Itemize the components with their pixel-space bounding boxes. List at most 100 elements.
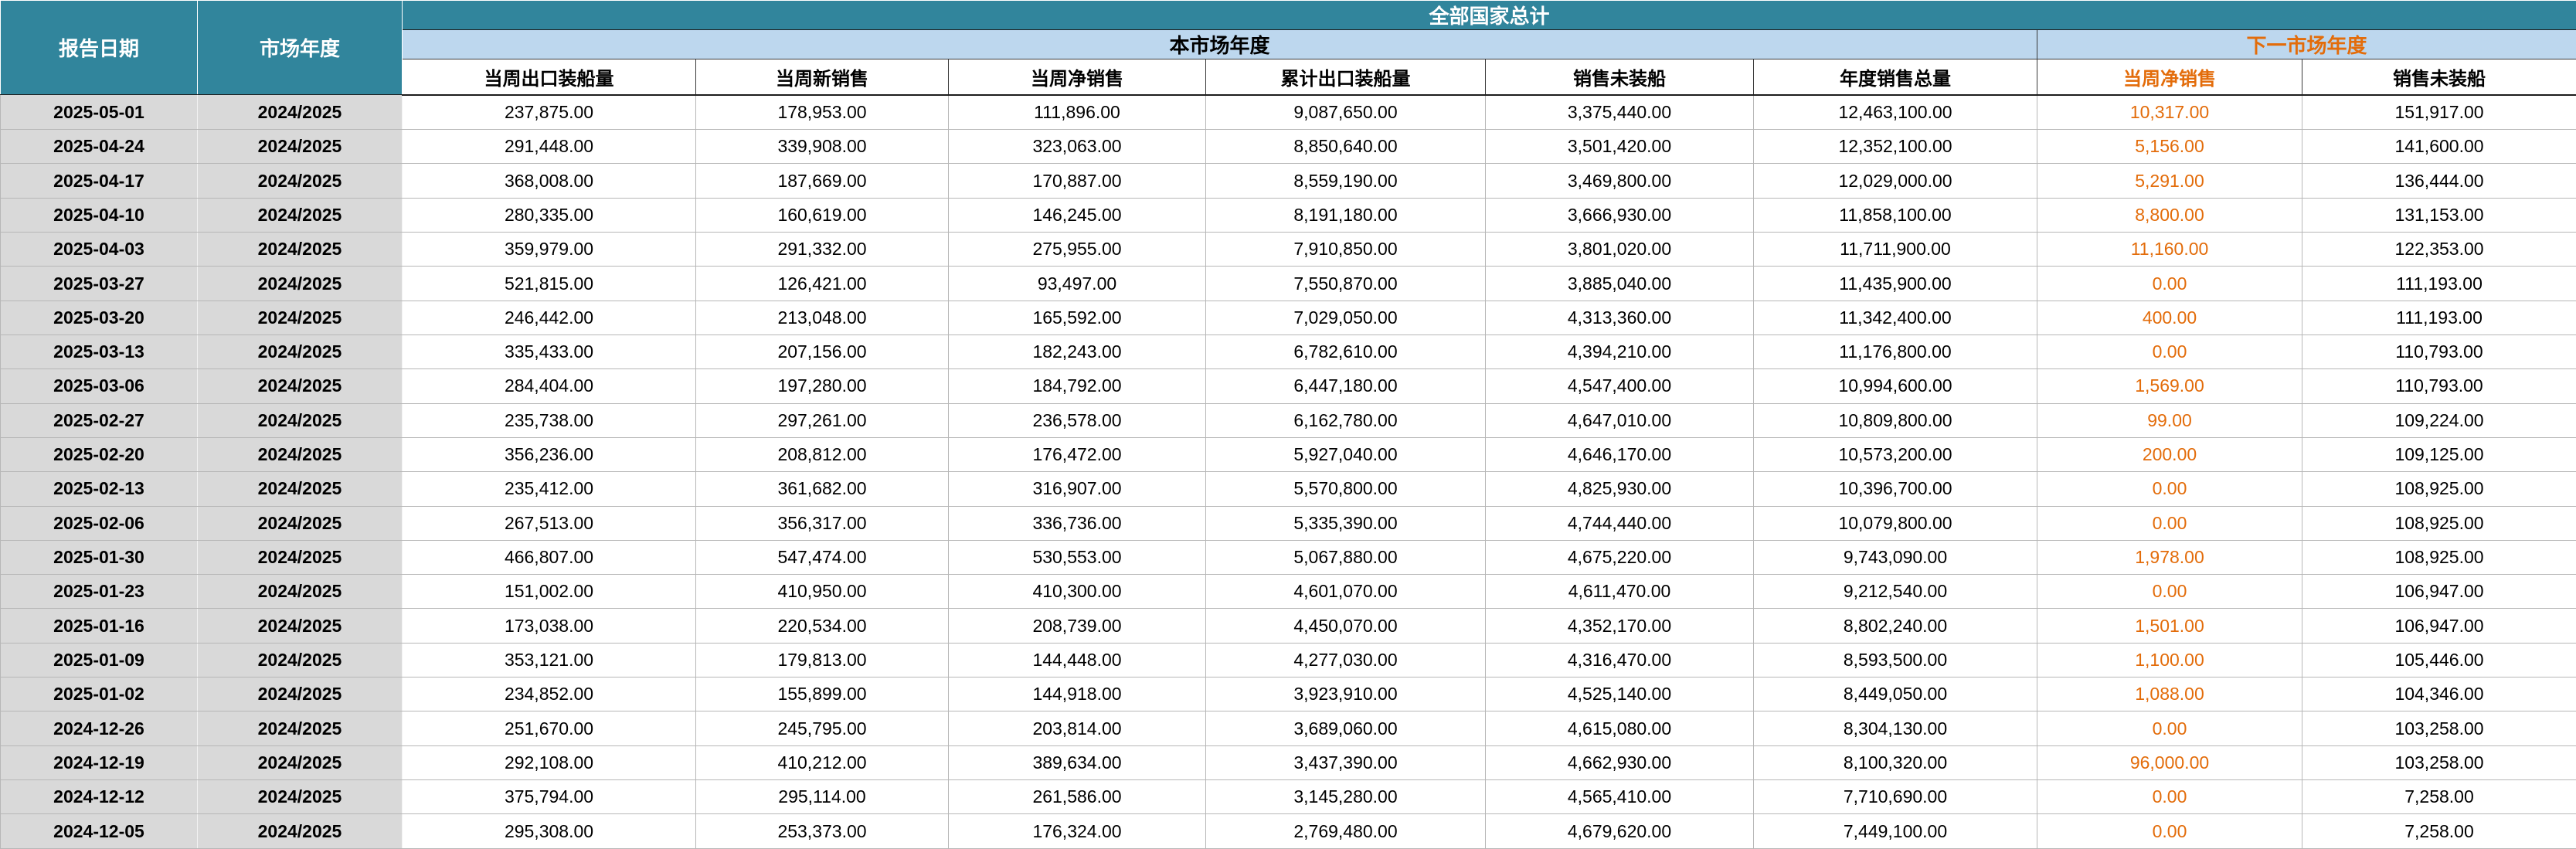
cell-next-weekly-net-sales: 1,569.00 xyxy=(2037,368,2302,404)
cell-weekly-net-sales: 182,243.00 xyxy=(948,334,1206,370)
cell-weekly-new-sales: 339,908.00 xyxy=(695,129,949,165)
cell-sales-unshipped: 4,547,400.00 xyxy=(1485,368,1754,404)
cell-report-date: 2025-04-03 xyxy=(0,232,198,267)
table-row: 2024-12-26 2024/2025 251,670.00 245,795.… xyxy=(0,711,2576,746)
cell-weekly-new-sales: 155,899.00 xyxy=(695,677,949,712)
cell-weekly-net-sales: 316,907.00 xyxy=(948,471,1206,507)
cell-annual-total-sales: 11,176,800.00 xyxy=(1753,334,2037,370)
header-current-market-year: 本市场年度 xyxy=(402,29,2037,59)
header-col-next-sales-unshipped: 销售未装船 xyxy=(2301,59,2576,96)
cell-sales-unshipped: 3,885,040.00 xyxy=(1485,266,1754,301)
table-row: 2025-04-24 2024/2025 291,448.00 339,908.… xyxy=(0,129,2576,165)
cell-next-sales-unshipped: 108,925.00 xyxy=(2301,505,2576,541)
cell-report-date: 2025-03-20 xyxy=(0,300,198,335)
cell-report-date: 2025-02-13 xyxy=(0,471,198,507)
cell-report-date: 2025-01-16 xyxy=(0,608,198,644)
cell-cumulative-export-shipments: 7,910,850.00 xyxy=(1205,232,1486,267)
cell-report-date: 2024-12-12 xyxy=(0,779,198,815)
table-row: 2024-12-19 2024/2025 292,108.00 410,212.… xyxy=(0,745,2576,781)
cell-annual-total-sales: 12,352,100.00 xyxy=(1753,129,2037,165)
cell-market-year: 2024/2025 xyxy=(197,334,403,370)
header-group-total: 全部国家总计 xyxy=(401,0,2576,30)
cell-weekly-net-sales: 261,586.00 xyxy=(948,779,1206,815)
cell-next-weekly-net-sales: 0.00 xyxy=(2037,334,2302,370)
cell-report-date: 2025-01-30 xyxy=(0,539,198,576)
cell-weekly-new-sales: 208,812.00 xyxy=(695,436,949,473)
cell-weekly-export-shipments: 251,670.00 xyxy=(402,711,696,746)
table-row: 2025-01-30 2024/2025 466,807.00 547,474.… xyxy=(0,539,2576,576)
cell-next-sales-unshipped: 7,258.00 xyxy=(2301,779,2576,815)
cell-annual-total-sales: 10,079,800.00 xyxy=(1753,505,2037,541)
cell-annual-total-sales: 8,802,240.00 xyxy=(1753,608,2037,644)
cell-annual-total-sales: 8,593,500.00 xyxy=(1753,642,2037,678)
header-col-weekly-net-sales: 当周净销售 xyxy=(948,59,1206,96)
cell-report-date: 2025-03-13 xyxy=(0,334,198,370)
cell-sales-unshipped: 4,611,470.00 xyxy=(1485,574,1754,610)
cell-next-weekly-net-sales: 1,100.00 xyxy=(2037,642,2302,678)
cell-next-weekly-net-sales: 5,156.00 xyxy=(2037,129,2302,165)
cell-sales-unshipped: 4,394,210.00 xyxy=(1485,334,1754,370)
cell-weekly-export-shipments: 359,979.00 xyxy=(402,232,696,267)
cell-cumulative-export-shipments: 7,029,050.00 xyxy=(1205,300,1486,335)
header-col-annual-total-sales: 年度销售总量 xyxy=(1753,59,2037,96)
cell-sales-unshipped: 4,675,220.00 xyxy=(1485,539,1754,576)
cell-next-weekly-net-sales: 1,978.00 xyxy=(2037,539,2302,576)
cell-weekly-net-sales: 144,918.00 xyxy=(948,677,1206,712)
header-next-market-year: 下一市场年度 xyxy=(2036,29,2576,59)
cell-report-date: 2025-04-17 xyxy=(0,163,198,199)
cell-market-year: 2024/2025 xyxy=(197,197,403,233)
cell-next-sales-unshipped: 111,193.00 xyxy=(2301,300,2576,335)
cell-weekly-export-shipments: 375,794.00 xyxy=(402,779,696,815)
header-col-sales-unshipped: 销售未装船 xyxy=(1485,59,1754,96)
cell-report-date: 2025-04-10 xyxy=(0,197,198,233)
cell-sales-unshipped: 4,825,930.00 xyxy=(1485,471,1754,507)
cell-sales-unshipped: 4,615,080.00 xyxy=(1485,711,1754,746)
cell-weekly-export-shipments: 466,807.00 xyxy=(402,539,696,576)
cell-weekly-new-sales: 361,682.00 xyxy=(695,471,949,507)
cell-report-date: 2025-01-23 xyxy=(0,574,198,610)
cell-annual-total-sales: 9,743,090.00 xyxy=(1753,539,2037,576)
cell-cumulative-export-shipments: 5,067,880.00 xyxy=(1205,539,1486,576)
cell-weekly-export-shipments: 235,412.00 xyxy=(402,471,696,507)
cell-cumulative-export-shipments: 4,450,070.00 xyxy=(1205,608,1486,644)
cell-annual-total-sales: 8,304,130.00 xyxy=(1753,711,2037,746)
cell-weekly-new-sales: 410,950.00 xyxy=(695,574,949,610)
table-row: 2025-03-06 2024/2025 284,404.00 197,280.… xyxy=(0,368,2576,404)
cell-weekly-export-shipments: 280,335.00 xyxy=(402,197,696,233)
cell-market-year: 2024/2025 xyxy=(197,505,403,541)
cell-report-date: 2025-02-20 xyxy=(0,436,198,473)
cell-weekly-net-sales: 170,887.00 xyxy=(948,163,1206,199)
cell-sales-unshipped: 4,316,470.00 xyxy=(1485,642,1754,678)
cell-report-date: 2024-12-19 xyxy=(0,745,198,781)
table-row: 2025-02-06 2024/2025 267,513.00 356,317.… xyxy=(0,505,2576,541)
table-row: 2025-04-03 2024/2025 359,979.00 291,332.… xyxy=(0,232,2576,267)
cell-annual-total-sales: 10,396,700.00 xyxy=(1753,471,2037,507)
cell-weekly-new-sales: 291,332.00 xyxy=(695,232,949,267)
cell-market-year: 2024/2025 xyxy=(197,813,403,849)
cell-cumulative-export-shipments: 5,570,800.00 xyxy=(1205,471,1486,507)
cell-cumulative-export-shipments: 3,923,910.00 xyxy=(1205,677,1486,712)
cell-weekly-new-sales: 207,156.00 xyxy=(695,334,949,370)
cell-next-weekly-net-sales: 1,501.00 xyxy=(2037,608,2302,644)
table-header: 报告日期 市场年度 全部国家总计 本市场年度 下一市场年度 当周出口装船量 当周… xyxy=(0,0,2576,96)
cell-weekly-net-sales: 203,814.00 xyxy=(948,711,1206,746)
cell-annual-total-sales: 9,212,540.00 xyxy=(1753,574,2037,610)
cell-weekly-new-sales: 547,474.00 xyxy=(695,539,949,576)
cell-weekly-net-sales: 208,739.00 xyxy=(948,608,1206,644)
cell-next-sales-unshipped: 136,444.00 xyxy=(2301,163,2576,199)
cell-weekly-new-sales: 160,619.00 xyxy=(695,197,949,233)
cell-next-weekly-net-sales: 400.00 xyxy=(2037,300,2302,335)
cell-weekly-export-shipments: 353,121.00 xyxy=(402,642,696,678)
cell-cumulative-export-shipments: 7,550,870.00 xyxy=(1205,266,1486,301)
cell-weekly-export-shipments: 151,002.00 xyxy=(402,574,696,610)
cell-weekly-export-shipments: 335,433.00 xyxy=(402,334,696,370)
cell-report-date: 2025-01-02 xyxy=(0,677,198,712)
cell-annual-total-sales: 12,463,100.00 xyxy=(1753,93,2037,131)
cell-next-sales-unshipped: 111,193.00 xyxy=(2301,266,2576,301)
cell-cumulative-export-shipments: 4,277,030.00 xyxy=(1205,642,1486,678)
cell-market-year: 2024/2025 xyxy=(197,471,403,507)
cell-weekly-export-shipments: 234,852.00 xyxy=(402,677,696,712)
cell-weekly-export-shipments: 237,875.00 xyxy=(402,93,696,131)
cell-next-sales-unshipped: 108,925.00 xyxy=(2301,539,2576,576)
cell-weekly-export-shipments: 521,815.00 xyxy=(402,266,696,301)
